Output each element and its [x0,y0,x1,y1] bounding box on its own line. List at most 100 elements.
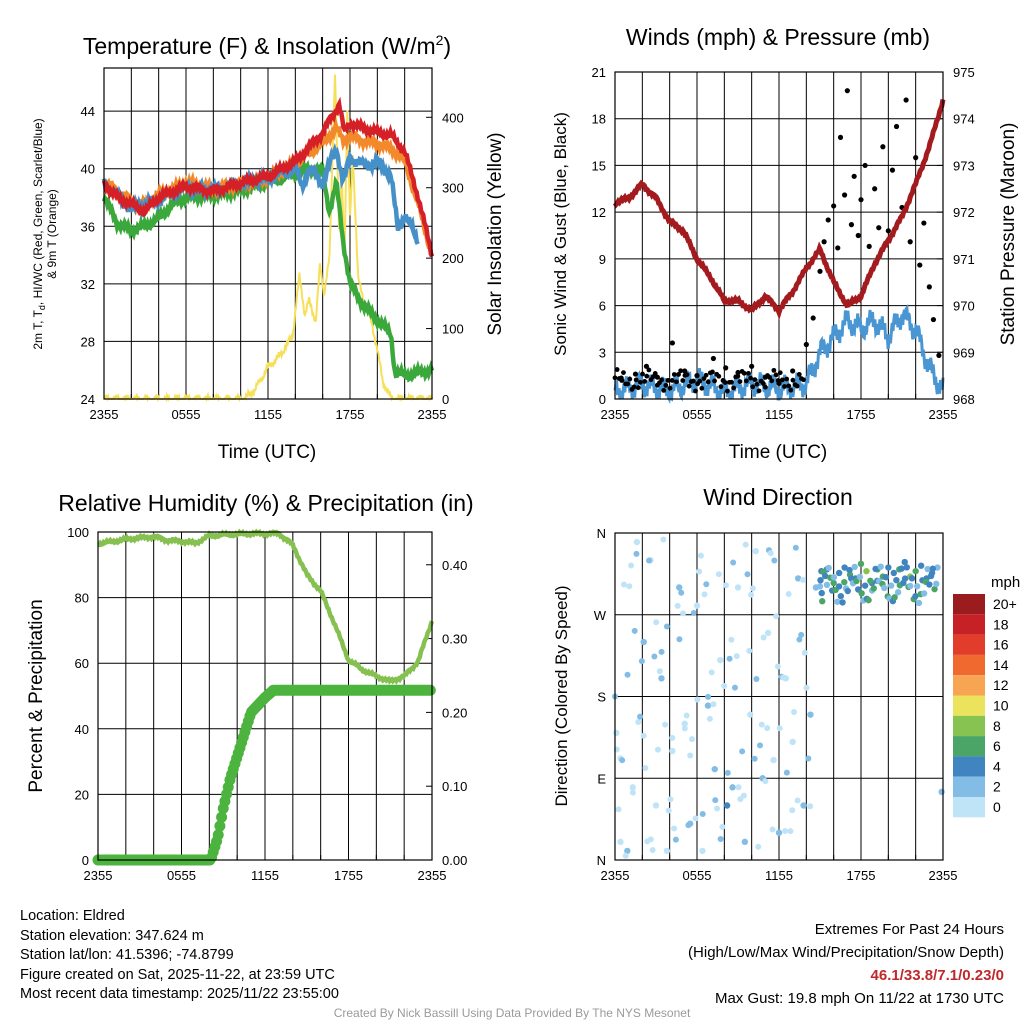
direction-point [755,843,762,850]
direction-point [861,582,869,589]
gust-point [771,367,777,373]
gust-point [844,88,850,94]
direction-point [773,613,780,620]
gust-point [643,363,650,369]
direction-point [844,587,851,595]
x-tick-label: 1755 [847,868,876,883]
direction-point [819,598,826,605]
direction-point [798,631,805,638]
gust-point [913,155,919,161]
direction-point [752,547,759,555]
direction-point [674,602,681,609]
direction-point [912,593,919,600]
direction-point [683,712,690,719]
solar-line [103,74,433,403]
gust-point [716,373,722,379]
legend-swatch [953,654,985,676]
legend-label: 2 [993,779,1001,795]
gust-point [851,173,857,179]
direction-point [760,634,767,641]
created-text: Figure created on Sat, 2025-11-22, at 23… [20,966,335,983]
direction-point [663,847,671,855]
x-tick-label: 1155 [254,407,282,422]
direction-point [680,610,687,617]
direction-point [823,581,831,589]
direction-point [867,577,874,584]
gust-point [872,186,878,192]
legend-label: 18 [993,616,1009,632]
direction-point [753,675,760,682]
direction-point [696,568,703,575]
legend-label: 8 [993,718,1001,734]
direction-point [748,591,755,598]
direction-point [835,583,843,590]
direction-point [739,748,746,755]
legend-swatch [953,776,985,797]
x-tick-label: 0555 [167,868,196,883]
direction-point [877,563,884,570]
gust-point [756,388,762,394]
direction-point [841,564,848,571]
direction-point [685,822,692,829]
x-tick-label: 2355 [84,868,113,883]
gust-point [667,385,673,391]
precip-point [424,684,436,696]
gust-point [710,369,715,375]
direction-point [881,584,888,592]
gust-point [926,284,932,290]
gust-point [722,380,728,385]
direction-point [764,725,771,732]
legend-label: 6 [993,738,1001,754]
gust-point [652,371,658,376]
gust-point [930,316,937,323]
direction-point [767,550,774,557]
direction-point [891,594,898,601]
direction-point [710,701,717,708]
solar-y-label: Solar Insolation (Yellow) [485,132,506,335]
y-tick-label: S [597,690,606,705]
speed-legend: 20+ 18 16 14 12 10 8 6 4 2 0 [953,594,1017,818]
temperature-y-label-line1: 2m T, Td, HI/WC (Red, Green, Scarlet/Blu… [31,118,47,349]
direction-point [848,575,855,582]
gust-point [669,340,676,346]
y-tick-label: 15 [592,158,606,173]
direction-point [885,564,892,571]
legend-label: 14 [993,657,1009,673]
gust-point [936,352,942,358]
y-tick-label: 12 [592,205,606,220]
x-tick-label: 1755 [336,407,365,422]
y-tick-label: 28 [81,334,95,349]
direction-point [734,584,742,591]
legend-swatch [953,614,985,635]
direction-point [723,582,730,589]
direction-point [660,536,667,543]
direction-point [622,852,629,859]
legend-swatch [953,756,985,777]
direction-point [751,755,758,762]
y-tick-label: 36 [81,219,95,234]
direction-point [857,560,865,568]
direction-point [671,825,678,832]
gust-point [635,385,641,391]
x-tick-label: 2355 [418,407,447,422]
direction-point [920,590,928,597]
max-gust-text: Max Gust: 19.8 mph On 11/22 at 1730 UTC [714,990,1004,1007]
direction-point [719,823,726,830]
direction-point [789,807,796,814]
gust-point [614,367,620,372]
y2-tick-label: 0.20 [442,705,467,720]
direction-point [837,592,845,600]
direction-point [929,565,937,572]
gust-point [763,384,768,390]
legend-swatch [953,695,985,716]
gust-point [731,385,737,391]
direction-point [907,582,914,590]
direction-point [927,572,935,580]
y-tick-label: 9 [599,252,606,267]
direction-point [851,563,858,571]
station-info: Location: Eldred Station elevation: 347.… [20,907,339,1005]
direction-point [782,828,789,835]
direction-point [770,756,777,764]
gust-point [686,383,692,389]
